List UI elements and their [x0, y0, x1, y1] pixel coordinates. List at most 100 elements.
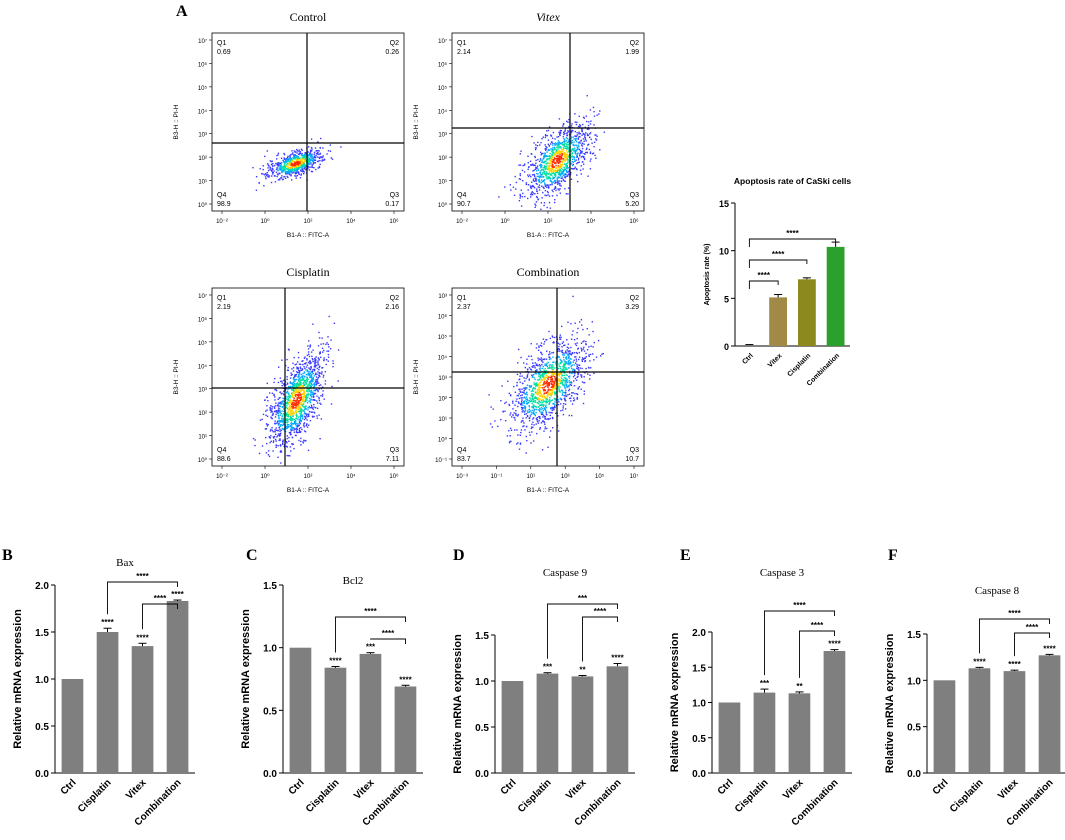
- density-point: [320, 418, 323, 420]
- density-point: [551, 137, 554, 139]
- density-point: [575, 123, 578, 126]
- density-point: [545, 160, 547, 162]
- density-point: [535, 204, 537, 207]
- density-point: [567, 187, 570, 189]
- density-point: [536, 382, 538, 384]
- density-point: [571, 130, 573, 133]
- density-point: [286, 382, 289, 384]
- density-point: [300, 419, 302, 421]
- density-point: [310, 161, 312, 164]
- density-point: [581, 349, 583, 351]
- density-point: [565, 143, 568, 145]
- density-point: [304, 375, 306, 378]
- density-point: [305, 397, 307, 399]
- density-point: [298, 161, 300, 163]
- density-point: [566, 386, 568, 389]
- density-point: [536, 390, 539, 393]
- density-point: [290, 410, 292, 412]
- density-point: [276, 164, 278, 166]
- significance-bracket: [107, 581, 178, 615]
- density-point: [572, 361, 574, 363]
- density-point: [283, 390, 285, 392]
- density-point: [300, 369, 302, 371]
- density-point: [312, 386, 315, 388]
- density-point: [307, 383, 310, 386]
- density-point: [307, 151, 309, 153]
- density-point: [268, 455, 271, 457]
- density-point: [276, 405, 278, 407]
- density-point: [544, 385, 547, 387]
- density-point: [295, 390, 297, 392]
- density-point: [588, 334, 590, 336]
- x-category-label: Cisplatin: [76, 777, 114, 815]
- density-point: [297, 168, 300, 170]
- density-point: [523, 171, 526, 173]
- density-point: [533, 169, 535, 172]
- density-point: [313, 365, 315, 368]
- density-point: [318, 165, 321, 168]
- density-point: [316, 402, 319, 404]
- density-point: [556, 178, 558, 180]
- density-point: [303, 383, 306, 385]
- density-point: [284, 163, 286, 165]
- density-point: [537, 176, 540, 178]
- density-point: [306, 423, 308, 425]
- density-point: [296, 411, 299, 413]
- density-point: [290, 414, 292, 416]
- density-point: [534, 177, 536, 179]
- density-point: [269, 167, 272, 169]
- density-point: [548, 382, 551, 385]
- density-point: [281, 380, 283, 382]
- density-point: [566, 349, 568, 351]
- density-point: [293, 420, 296, 423]
- density-point: [539, 416, 541, 419]
- density-point: [301, 400, 304, 402]
- density-point: [298, 439, 300, 442]
- density-point: [291, 373, 293, 376]
- density-point: [554, 172, 556, 174]
- density-point: [518, 448, 521, 450]
- density-point: [291, 395, 293, 397]
- density-point: [529, 397, 531, 399]
- density-point: [273, 437, 275, 439]
- density-point: [289, 161, 291, 163]
- density-point: [290, 167, 292, 169]
- density-point: [571, 367, 573, 370]
- density-point: [310, 392, 313, 394]
- density-point: [563, 369, 566, 371]
- y-axis-label: B3-H :: PI-H: [173, 359, 180, 394]
- density-point: [293, 389, 295, 391]
- density-point: [306, 389, 308, 391]
- density-point: [280, 412, 283, 415]
- density-point: [528, 409, 530, 411]
- density-point: [575, 150, 578, 152]
- density-point: [550, 358, 552, 360]
- density-point: [557, 384, 559, 386]
- density-point: [551, 393, 553, 396]
- density-point: [309, 345, 311, 347]
- x-tick-label: 10⁰: [260, 473, 270, 480]
- density-point: [570, 167, 573, 170]
- density-point: [563, 395, 565, 397]
- density-point: [279, 425, 282, 427]
- significance-bracket: [799, 630, 835, 678]
- density-point: [286, 419, 289, 421]
- density-point: [554, 399, 557, 401]
- density-point: [302, 410, 304, 412]
- density-point: [588, 143, 590, 146]
- density-point: [522, 417, 524, 419]
- density-point: [297, 161, 299, 163]
- quadrant-value-q4: 98.9: [217, 201, 231, 208]
- density-point: [310, 404, 313, 407]
- density-point: [300, 166, 302, 169]
- density-point: [314, 360, 317, 362]
- density-point: [567, 131, 570, 133]
- density-point: [286, 390, 289, 393]
- density-point: [544, 423, 546, 425]
- density-point: [504, 402, 506, 405]
- density-point: [569, 350, 571, 352]
- density-point: [320, 403, 322, 405]
- density-point: [519, 153, 521, 155]
- density-point: [264, 172, 267, 175]
